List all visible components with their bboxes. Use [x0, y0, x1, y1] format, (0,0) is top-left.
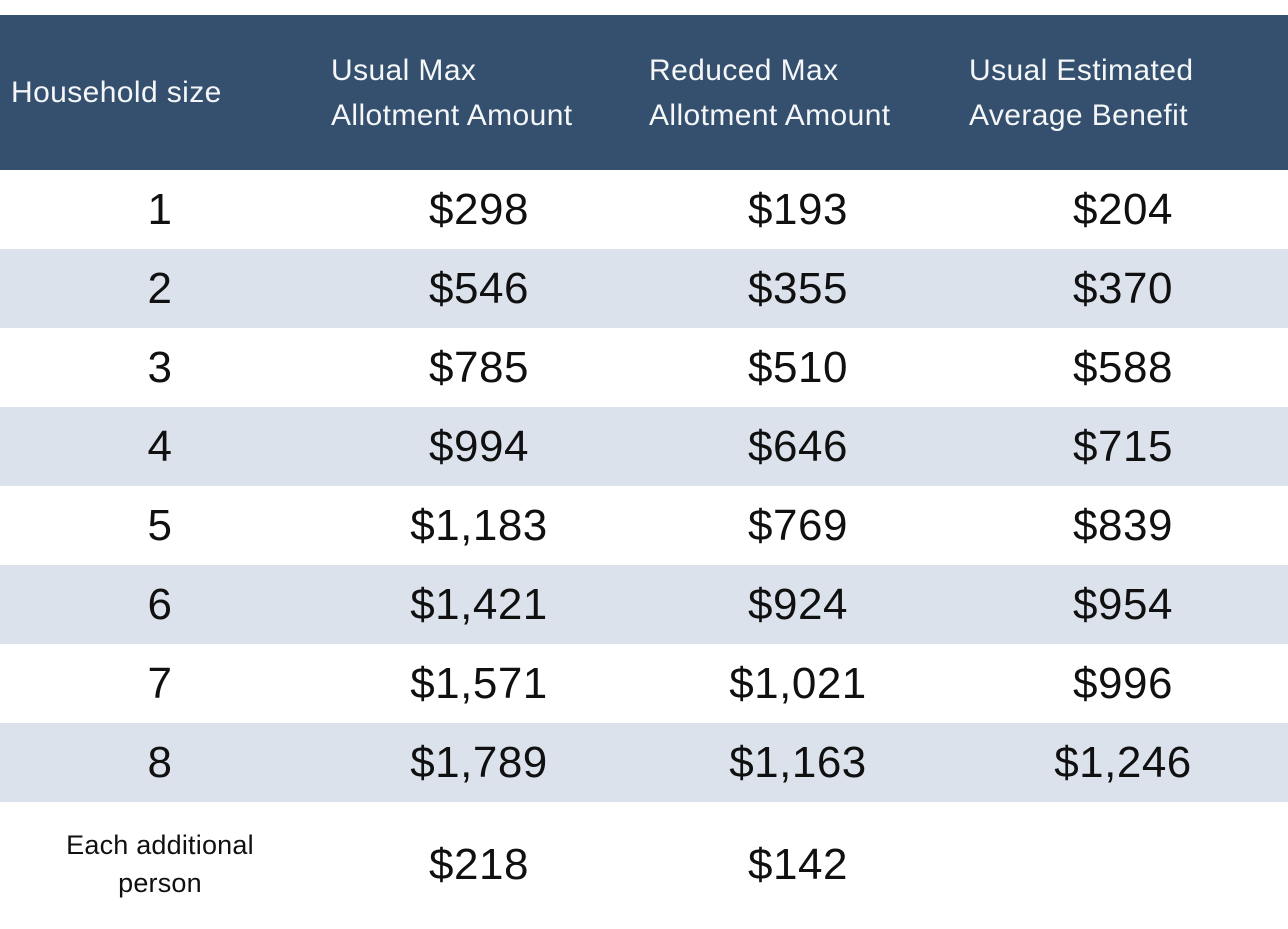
- table-header-row: Household size Usual Max Allotment Amoun…: [0, 15, 1288, 170]
- cell-usual-estimated-average-benefit: $370: [1073, 263, 1173, 313]
- table-row: 5 $1,183 $769 $839: [0, 486, 1288, 565]
- cell-usual-max-allotment: $994: [429, 421, 529, 471]
- cell-household-size: 8: [147, 737, 173, 787]
- cell-reduced-max-allotment: $769: [748, 500, 848, 550]
- table-row: 8 $1,789 $1,163 $1,246: [0, 723, 1288, 802]
- cell-reduced-max-allotment: $510: [748, 342, 848, 392]
- cell-usual-max-allotment: $1,789: [410, 737, 548, 787]
- cell-usual-estimated-average-benefit: $1,246: [1054, 737, 1192, 787]
- cell-reduced-max-allotment: $1,021: [729, 658, 867, 708]
- header-cell-usual-estimated-average-benefit: Usual Estimated Average Benefit: [969, 53, 1194, 132]
- cell-reduced-max-allotment: $193: [748, 184, 848, 234]
- cell-reduced-max-allotment: $1,163: [729, 737, 867, 787]
- cell-household-size: 7: [147, 658, 173, 708]
- benefits-table: Household size Usual Max Allotment Amoun…: [0, 15, 1288, 928]
- table-row: 3 $785 $510 $588: [0, 328, 1288, 407]
- table-row: 1 $298 $193 $204: [0, 170, 1288, 249]
- cell-usual-estimated-average-benefit: $204: [1073, 184, 1173, 234]
- cell-usual-max-allotment: $298: [429, 184, 529, 234]
- cell-usual-estimated-average-benefit: $996: [1073, 658, 1173, 708]
- cell-household-size: 2: [147, 263, 173, 313]
- cell-usual-estimated-average-benefit: $588: [1073, 342, 1173, 392]
- table-row: 6 $1,421 $924 $954: [0, 565, 1288, 644]
- cell-reduced-max-allotment: $142: [748, 840, 848, 889]
- cell-household-size: 5: [147, 500, 173, 550]
- header-cell-reduced-max-allotment: Reduced Max Allotment Amount: [649, 53, 891, 132]
- cell-reduced-max-allotment: $355: [748, 263, 848, 313]
- cell-usual-max-allotment: $1,571: [410, 658, 548, 708]
- cell-usual-max-allotment: $785: [429, 342, 529, 392]
- table-row: 4 $994 $646 $715: [0, 407, 1288, 486]
- header-cell-usual-max-allotment: Usual Max Allotment Amount: [331, 53, 573, 132]
- cell-household-size: 1: [147, 184, 173, 234]
- cell-household-size: 3: [147, 342, 173, 392]
- header-cell-household-size: Household size: [11, 76, 222, 109]
- cell-usual-max-allotment: $1,183: [410, 500, 548, 550]
- cell-usual-estimated-average-benefit: [958, 802, 1288, 928]
- cell-usual-estimated-average-benefit: $954: [1073, 579, 1173, 629]
- cell-household-size: Each additional person: [66, 830, 254, 898]
- cell-reduced-max-allotment: $924: [748, 579, 848, 629]
- cell-usual-max-allotment: $1,421: [410, 579, 548, 629]
- cell-usual-max-allotment: $546: [429, 263, 529, 313]
- cell-reduced-max-allotment: $646: [748, 421, 848, 471]
- cell-household-size: 6: [147, 579, 173, 629]
- cell-usual-max-allotment: $218: [429, 840, 529, 889]
- table-row: 7 $1,571 $1,021 $996: [0, 644, 1288, 723]
- cell-usual-estimated-average-benefit: $839: [1073, 500, 1173, 550]
- table-body: 1 $298 $193 $204 2 $546 $355 $370 3 $785 $510 $588 4…: [0, 170, 1288, 928]
- table-row: 2 $546 $355 $370: [0, 249, 1288, 328]
- table-row: Each additional person $218 $142: [0, 802, 1288, 928]
- cell-usual-estimated-average-benefit: $715: [1073, 421, 1173, 471]
- cell-household-size: 4: [147, 421, 173, 471]
